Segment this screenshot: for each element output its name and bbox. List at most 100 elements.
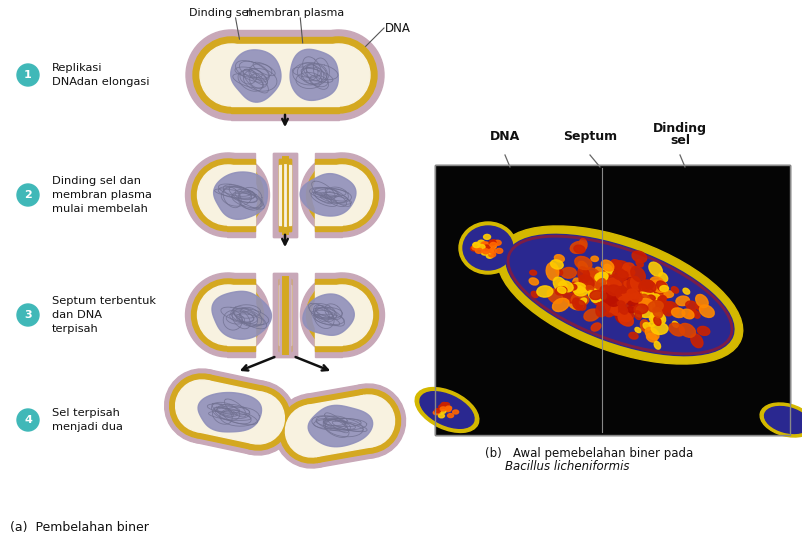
Ellipse shape (568, 298, 583, 310)
Ellipse shape (612, 269, 627, 280)
Ellipse shape (764, 407, 802, 433)
Ellipse shape (622, 274, 636, 288)
Ellipse shape (169, 374, 233, 438)
Ellipse shape (638, 288, 647, 301)
Ellipse shape (634, 328, 640, 333)
Ellipse shape (574, 256, 591, 270)
Ellipse shape (578, 275, 593, 288)
Ellipse shape (578, 279, 596, 292)
Ellipse shape (647, 301, 662, 312)
Ellipse shape (577, 267, 589, 282)
Ellipse shape (480, 242, 488, 247)
Ellipse shape (463, 226, 512, 270)
Ellipse shape (483, 235, 490, 239)
Polygon shape (302, 294, 354, 335)
Bar (314, 273, 342, 357)
Ellipse shape (618, 271, 626, 277)
Ellipse shape (481, 248, 488, 253)
Text: DNA: DNA (489, 130, 520, 143)
Ellipse shape (655, 299, 666, 309)
Ellipse shape (648, 322, 654, 327)
Ellipse shape (472, 245, 479, 250)
Ellipse shape (488, 240, 496, 245)
Ellipse shape (610, 261, 628, 273)
Text: sel: sel (669, 134, 689, 147)
Ellipse shape (301, 37, 376, 113)
Ellipse shape (671, 321, 678, 327)
Ellipse shape (650, 277, 662, 287)
Ellipse shape (617, 296, 627, 305)
Ellipse shape (488, 252, 495, 257)
Bar (306, 390, 374, 463)
Text: Septum terbentuk
dan DNA
terpisah: Septum terbentuk dan DNA terpisah (52, 296, 156, 334)
Ellipse shape (585, 286, 593, 292)
Ellipse shape (191, 159, 263, 231)
Ellipse shape (642, 323, 650, 330)
Ellipse shape (443, 403, 449, 407)
Ellipse shape (614, 289, 622, 298)
Ellipse shape (606, 298, 618, 306)
Ellipse shape (606, 285, 621, 295)
Ellipse shape (695, 304, 703, 310)
Ellipse shape (529, 278, 538, 285)
Ellipse shape (486, 253, 492, 258)
Ellipse shape (629, 307, 636, 312)
Bar (314, 165, 342, 225)
Ellipse shape (638, 286, 644, 293)
Ellipse shape (618, 305, 627, 314)
Ellipse shape (626, 307, 634, 313)
Ellipse shape (482, 249, 489, 254)
Ellipse shape (415, 387, 478, 432)
Ellipse shape (603, 264, 612, 273)
Ellipse shape (300, 273, 384, 357)
Ellipse shape (490, 240, 497, 245)
Ellipse shape (626, 296, 637, 307)
Text: 4: 4 (24, 415, 32, 425)
Ellipse shape (200, 44, 261, 106)
Ellipse shape (480, 250, 488, 255)
Ellipse shape (649, 313, 662, 323)
Polygon shape (300, 174, 355, 216)
Ellipse shape (496, 226, 742, 364)
Ellipse shape (575, 300, 585, 310)
Ellipse shape (488, 248, 496, 253)
Ellipse shape (626, 290, 634, 297)
Ellipse shape (436, 408, 443, 413)
Text: Replikasi
DNAdan elongasi: Replikasi DNAdan elongasi (52, 63, 149, 87)
Ellipse shape (695, 294, 707, 307)
Ellipse shape (621, 296, 630, 303)
Bar (227, 153, 255, 237)
Ellipse shape (610, 260, 621, 269)
Ellipse shape (587, 290, 595, 298)
Ellipse shape (186, 30, 276, 120)
Ellipse shape (697, 327, 709, 335)
Ellipse shape (306, 279, 378, 351)
Text: 2: 2 (24, 190, 32, 200)
Ellipse shape (607, 306, 621, 315)
Bar (306, 395, 373, 456)
Ellipse shape (618, 308, 630, 318)
Ellipse shape (571, 293, 588, 306)
Ellipse shape (636, 296, 643, 302)
Ellipse shape (606, 283, 612, 288)
Ellipse shape (232, 392, 284, 444)
Ellipse shape (444, 408, 451, 412)
Ellipse shape (610, 288, 620, 296)
Ellipse shape (569, 282, 581, 295)
Ellipse shape (505, 235, 733, 356)
Ellipse shape (583, 309, 599, 321)
Ellipse shape (580, 281, 593, 291)
Bar (435, 165, 789, 435)
Ellipse shape (489, 241, 496, 246)
Ellipse shape (285, 405, 337, 457)
Ellipse shape (572, 278, 583, 290)
Ellipse shape (668, 323, 683, 336)
Ellipse shape (580, 279, 593, 289)
Ellipse shape (622, 266, 632, 274)
Polygon shape (212, 292, 271, 339)
Ellipse shape (336, 389, 400, 453)
Ellipse shape (634, 310, 642, 317)
Ellipse shape (597, 289, 610, 304)
Bar (231, 44, 338, 106)
Ellipse shape (675, 296, 689, 306)
